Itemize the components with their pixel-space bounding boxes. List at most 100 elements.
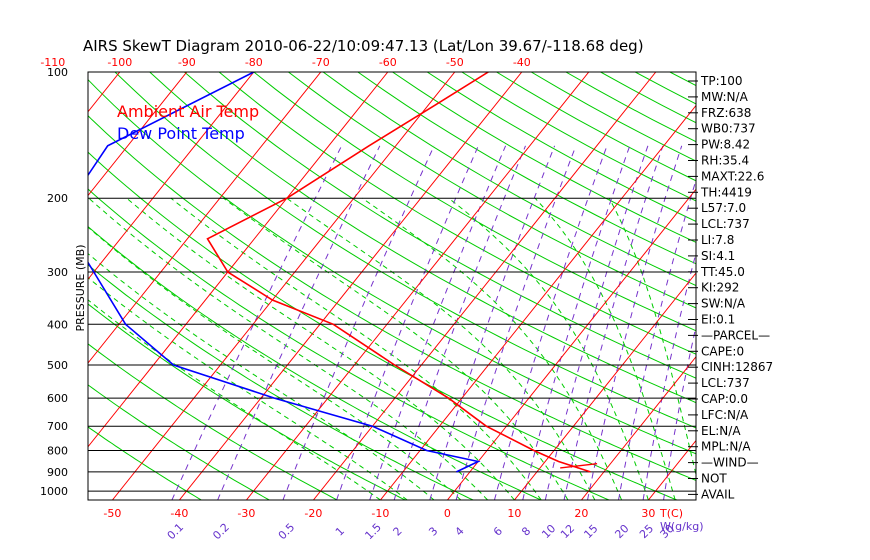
pressure-tick-label: 700 — [47, 420, 68, 433]
pressure-tick-label: 800 — [47, 445, 68, 458]
dry-adiabat — [253, 72, 696, 332]
y-axis-label: PRESSURE (MB) — [74, 245, 87, 332]
index-text: SW:N/A — [701, 297, 746, 311]
isotherm — [88, 72, 255, 281]
legend-entry: Dew Point Temp — [117, 124, 245, 143]
index-text: FRZ:638 — [701, 106, 751, 120]
top-temp-tick-labels: -120-110-100-90-80-70-60-50-40 — [40, 56, 531, 69]
bottom-temp-tick-label: 20 — [574, 507, 588, 520]
moist-adiabat — [88, 299, 381, 500]
index-text: CINH:12867 — [701, 360, 773, 374]
dry-adiabat — [357, 72, 696, 265]
bottom-temp-tick-label: -50 — [103, 507, 121, 520]
dry-adiabat — [88, 188, 610, 500]
index-text: LCL:737 — [701, 217, 750, 231]
dry-adiabat — [88, 303, 406, 500]
series-line — [206, 72, 591, 473]
dry-adiabat — [88, 225, 542, 500]
dry-adiabat — [288, 72, 696, 309]
index-text: MW:N/A — [701, 90, 749, 104]
index-text: LCL:737 — [701, 376, 750, 390]
dry-adiabat — [218, 72, 696, 355]
index-text: LI:7.8 — [701, 233, 734, 247]
dry-adiabat — [88, 343, 338, 500]
temp-axis-unit: T(C) — [659, 507, 683, 520]
index-text: CAP:0.0 — [701, 392, 748, 406]
top-temp-tick-label: -50 — [446, 56, 464, 69]
pressure-tick-label: 1000 — [40, 485, 68, 498]
moist-adiabat — [88, 226, 462, 500]
moist-adiabat — [362, 197, 623, 500]
pressure-tick-label: 900 — [47, 466, 68, 479]
index-text: TP:100 — [700, 74, 743, 88]
diagram-grid — [88, 72, 696, 500]
top-temp-tick-label: -110 — [40, 56, 65, 69]
index-text: MPL:N/A — [701, 440, 751, 454]
isotherm — [313, 72, 657, 500]
index-text: EI:0.1 — [701, 313, 735, 327]
bottom-temp-tick-label: 10 — [507, 507, 521, 520]
legend: Ambient Air Temp Dew Point Temp — [117, 102, 259, 143]
index-text: NOT — [701, 472, 727, 486]
plot-frame — [87, 71, 697, 501]
moist-adiabat — [286, 197, 596, 500]
dry-adiabat — [322, 72, 696, 287]
pressure-tick-label: 200 — [47, 192, 68, 205]
moist-adiabat — [448, 197, 649, 500]
dry-adiabat — [88, 426, 202, 500]
top-temp-tick-label: -90 — [178, 56, 196, 69]
bottom-temp-tick-label: -20 — [304, 507, 322, 520]
mix-axis-unit: W(g/kg) — [660, 520, 704, 533]
index-text: LFC:N/A — [701, 408, 749, 422]
parcel-path — [560, 463, 598, 469]
dry-adiabat — [114, 72, 696, 429]
bottom-temp-tick-label: -30 — [237, 507, 255, 520]
isotherm — [447, 188, 696, 500]
index-text: TT:45.0 — [700, 265, 745, 279]
dry-adiabat — [184, 72, 696, 379]
pressure-tick-label: 300 — [47, 266, 68, 279]
index-text: PW:8.42 — [701, 138, 750, 152]
bottom-temp-tick-label: -10 — [371, 507, 389, 520]
index-text: —PARCEL— — [701, 328, 770, 342]
index-text: —WIND— — [701, 456, 759, 470]
legend-entry: Ambient Air Temp — [117, 102, 259, 121]
dry-adiabat — [88, 151, 678, 500]
bottom-temp-tick-label: 0 — [444, 507, 451, 520]
index-text: KI:292 — [701, 281, 739, 295]
top-temp-tick-label: -80 — [245, 56, 263, 69]
top-temp-tick-label: -40 — [513, 56, 531, 69]
isotherm — [88, 72, 188, 197]
dry-adiabat — [88, 115, 696, 481]
bottom-temp-tick-label: 30 — [641, 507, 655, 520]
dry-adiabat — [88, 78, 696, 455]
isotherm — [514, 272, 696, 500]
pressure-tick-label: 100 — [47, 66, 68, 79]
dry-adiabat — [88, 384, 270, 500]
moist-adiabat — [88, 197, 488, 500]
index-text: L57:7.0 — [701, 201, 746, 215]
isotherm — [179, 72, 523, 500]
pressure-tick-label: 600 — [47, 392, 68, 405]
top-temp-tick-label: -70 — [312, 56, 330, 69]
isotherm — [581, 355, 696, 500]
moist-adiabat — [126, 197, 515, 500]
isotherm — [380, 104, 696, 500]
bottom-temp-tick-labels: -50 -40 -30 -20 -10 0 10 20 30 T(C) — [103, 507, 683, 520]
isotherm — [88, 72, 389, 448]
dry-adiabat — [149, 72, 696, 404]
pressure-tick-labels: 100 200 300 400 500 600 700 800 900 1000 — [40, 66, 68, 498]
stability-indices: TP:100 MW:N/A FRZ:638 WB0:737 PW:8.42 RH:35.4… — [688, 74, 773, 501]
moist-adiabat — [88, 277, 408, 500]
index-text: SI:4.1 — [701, 249, 735, 263]
top-temp-tick-label: -60 — [379, 56, 397, 69]
index-text: TH:4419 — [700, 185, 752, 199]
series-line — [88, 72, 481, 473]
pressure-tick-label: 500 — [47, 359, 68, 372]
index-text: CAPE:0 — [701, 344, 744, 358]
top-temp-tick-label: -100 — [107, 56, 132, 69]
pressure-tick-label: 400 — [47, 318, 68, 331]
